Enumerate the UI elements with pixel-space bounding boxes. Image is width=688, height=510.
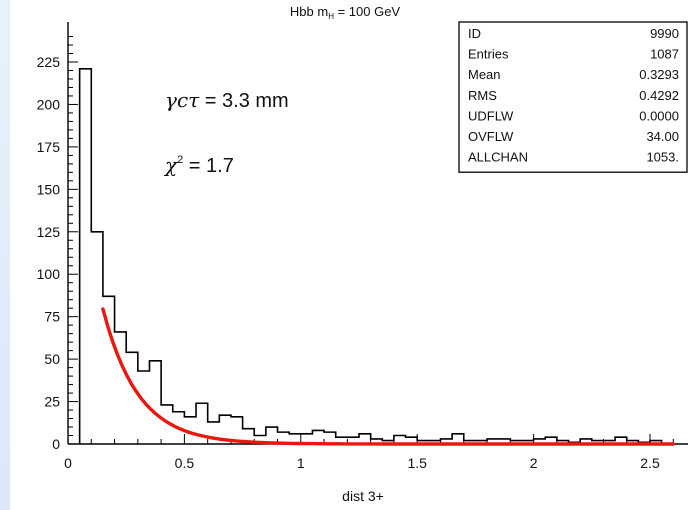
y-tick-label: 150 bbox=[37, 181, 61, 197]
annotation-chi-square: χ2 = 1.7 bbox=[163, 153, 234, 177]
stats-label: UDFLW bbox=[468, 108, 514, 123]
stats-box: ID 9990 Entries 1087 Mean 0.3293 RMS 0.4292 UDFL… bbox=[458, 21, 688, 173]
y-axis: 0 25 50 75 100 125 150 175 200 225 bbox=[37, 36, 78, 452]
stats-value: 0.3293 bbox=[639, 67, 679, 82]
stats-value: 34.00 bbox=[646, 129, 679, 144]
y-tick-label: 125 bbox=[37, 224, 61, 240]
x-tick-label: 0.5 bbox=[175, 455, 195, 471]
y-tick-label: 0 bbox=[52, 436, 60, 452]
stats-label: Mean bbox=[468, 67, 501, 82]
x-tick-label: 2.5 bbox=[640, 455, 660, 471]
histogram-series bbox=[78, 67, 663, 444]
y-tick-label: 50 bbox=[44, 351, 60, 367]
stats-value: 9990 bbox=[650, 26, 679, 41]
stats-label: OVFLW bbox=[468, 129, 514, 144]
x-tick-label: 2 bbox=[530, 455, 538, 471]
x-tick-label: 1 bbox=[297, 455, 305, 471]
y-tick-label: 225 bbox=[37, 54, 61, 70]
histogram-chart: Hbb mH = 100 GeV 0 0.5 1 1.5 2 2.5 0 25 50 75 100… bbox=[37, 4, 688, 504]
x-tick-label: 1.5 bbox=[407, 455, 427, 471]
stats-value: 0.4292 bbox=[639, 88, 679, 103]
stats-label: ALLCHAN bbox=[468, 150, 528, 165]
x-axis: 0 0.5 1 1.5 2 2.5 bbox=[64, 434, 674, 471]
stats-label: Entries bbox=[468, 47, 509, 62]
y-tick-label: 25 bbox=[44, 394, 60, 410]
annotation-gamma-c-tau: γcτ = 3.3 mm bbox=[165, 88, 289, 112]
stats-label: ID bbox=[468, 26, 481, 41]
y-tick-label: 200 bbox=[37, 96, 61, 112]
fit-curve bbox=[101, 307, 675, 446]
stats-value: 0.0000 bbox=[639, 108, 679, 123]
stats-box-frame bbox=[458, 21, 688, 173]
x-tick-label: 0 bbox=[64, 455, 72, 471]
x-axis-label: dist 3+ bbox=[342, 488, 384, 504]
stats-value: 1087 bbox=[650, 47, 679, 62]
y-tick-label: 100 bbox=[37, 266, 61, 282]
chart-title: Hbb mH = 100 GeV bbox=[290, 4, 401, 21]
stats-value: 1053. bbox=[646, 150, 679, 165]
y-tick-label: 75 bbox=[44, 309, 60, 325]
chart-stage: Hbb mH = 100 GeV 0 0.5 1 1.5 2 2.5 0 25 50 75 100… bbox=[10, 0, 688, 510]
y-tick-label: 175 bbox=[37, 139, 61, 155]
stats-label: RMS bbox=[468, 88, 497, 103]
